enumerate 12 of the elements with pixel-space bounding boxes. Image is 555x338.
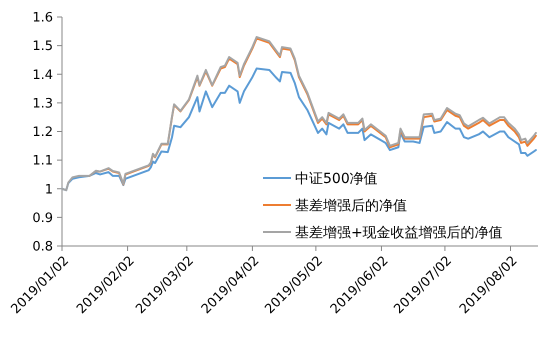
- legend-label: 基差增强+现金收益增强后的净值: [295, 224, 503, 241]
- y-tick-label: 1: [44, 182, 53, 198]
- y-tick-label: 1.6: [32, 10, 53, 26]
- legend-label: 中证500净值: [295, 170, 378, 187]
- legend-label: 基差增强后的净值: [295, 198, 407, 214]
- y-tick-label: 1.4: [32, 68, 53, 83]
- y-tick-label: 0.8: [32, 240, 53, 255]
- y-tick-label: 1.3: [32, 96, 53, 112]
- y-tick-label: 1.5: [32, 39, 53, 54]
- y-tick-label: 1.2: [32, 125, 53, 140]
- y-tick-label: 0.9: [32, 210, 53, 226]
- y-tick-label: 1.1: [32, 154, 53, 169]
